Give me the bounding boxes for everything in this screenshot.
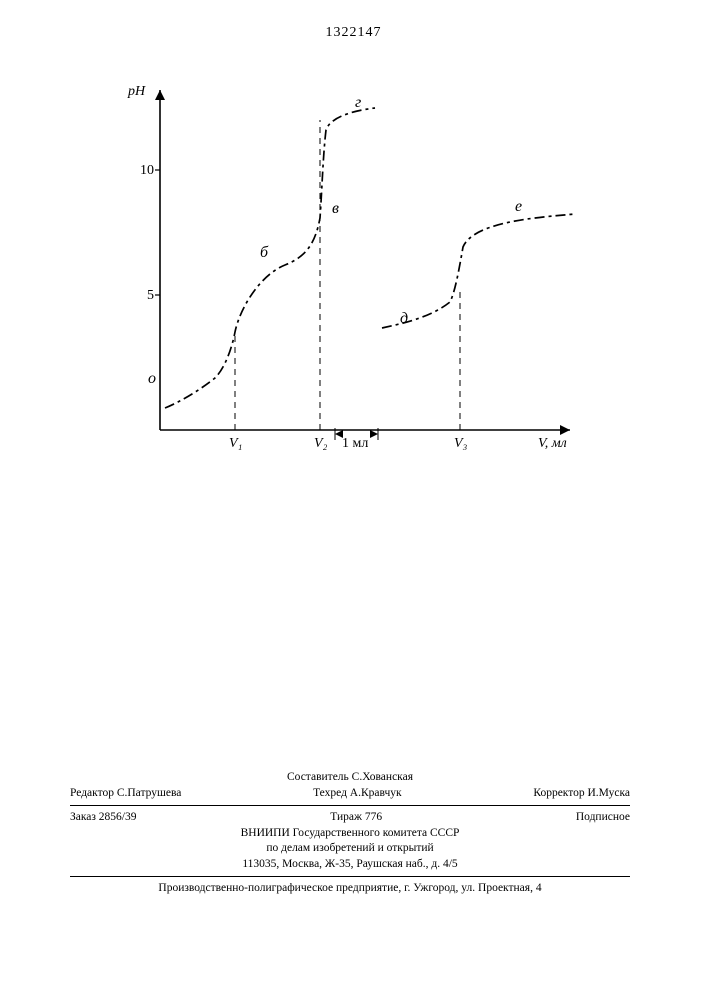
xtick-v2: V₂ — [314, 436, 327, 452]
corrector: Корректор И.Муска — [533, 786, 630, 802]
podpisnoe: Подписное — [576, 810, 630, 826]
curve-label-o: о — [148, 370, 156, 388]
curve-label-b: б — [260, 244, 268, 262]
curve-label-d: д — [400, 310, 408, 328]
techred: Техред А.Кравчук — [313, 786, 402, 802]
x-scale-segment: 1 мл — [342, 436, 368, 452]
x-axis-label: V, мл — [538, 436, 567, 452]
printer-line: Производственно-полиграфическое предприя… — [70, 881, 630, 897]
curve-label-v: в — [332, 200, 339, 218]
org-line-1: ВНИИПИ Государственного комитета СССР — [70, 826, 630, 842]
ytick-5: 5 — [130, 288, 154, 304]
tirazh: Тираж 776 — [330, 810, 382, 826]
editor: Редактор С.Патрушева — [70, 786, 181, 802]
document-number: 1322147 — [0, 25, 707, 41]
xtick-v3: V₃ — [454, 436, 467, 452]
compiler-line: Составитель С.Хованская — [70, 770, 630, 786]
org-line-2: по делам изобретений и открытий — [70, 841, 630, 857]
ytick-10: 10 — [130, 163, 154, 179]
titration-chart: pH V, мл 5 10 V₁ V₂ V₃ 1 мл о б в г д е — [120, 70, 600, 490]
divider-2 — [70, 876, 630, 877]
chart-svg — [120, 70, 600, 490]
xtick-v1: V₁ — [229, 436, 242, 452]
address-line: 113035, Москва, Ж-35, Раушская наб., д. … — [70, 857, 630, 873]
curve-label-e: е — [515, 198, 522, 216]
y-axis-label: pH — [128, 84, 145, 100]
curve-label-g: г — [355, 94, 361, 112]
divider-1 — [70, 805, 630, 806]
footer-block: Составитель С.Хованская Редактор С.Патру… — [70, 770, 630, 897]
order: Заказ 2856/39 — [70, 810, 137, 826]
